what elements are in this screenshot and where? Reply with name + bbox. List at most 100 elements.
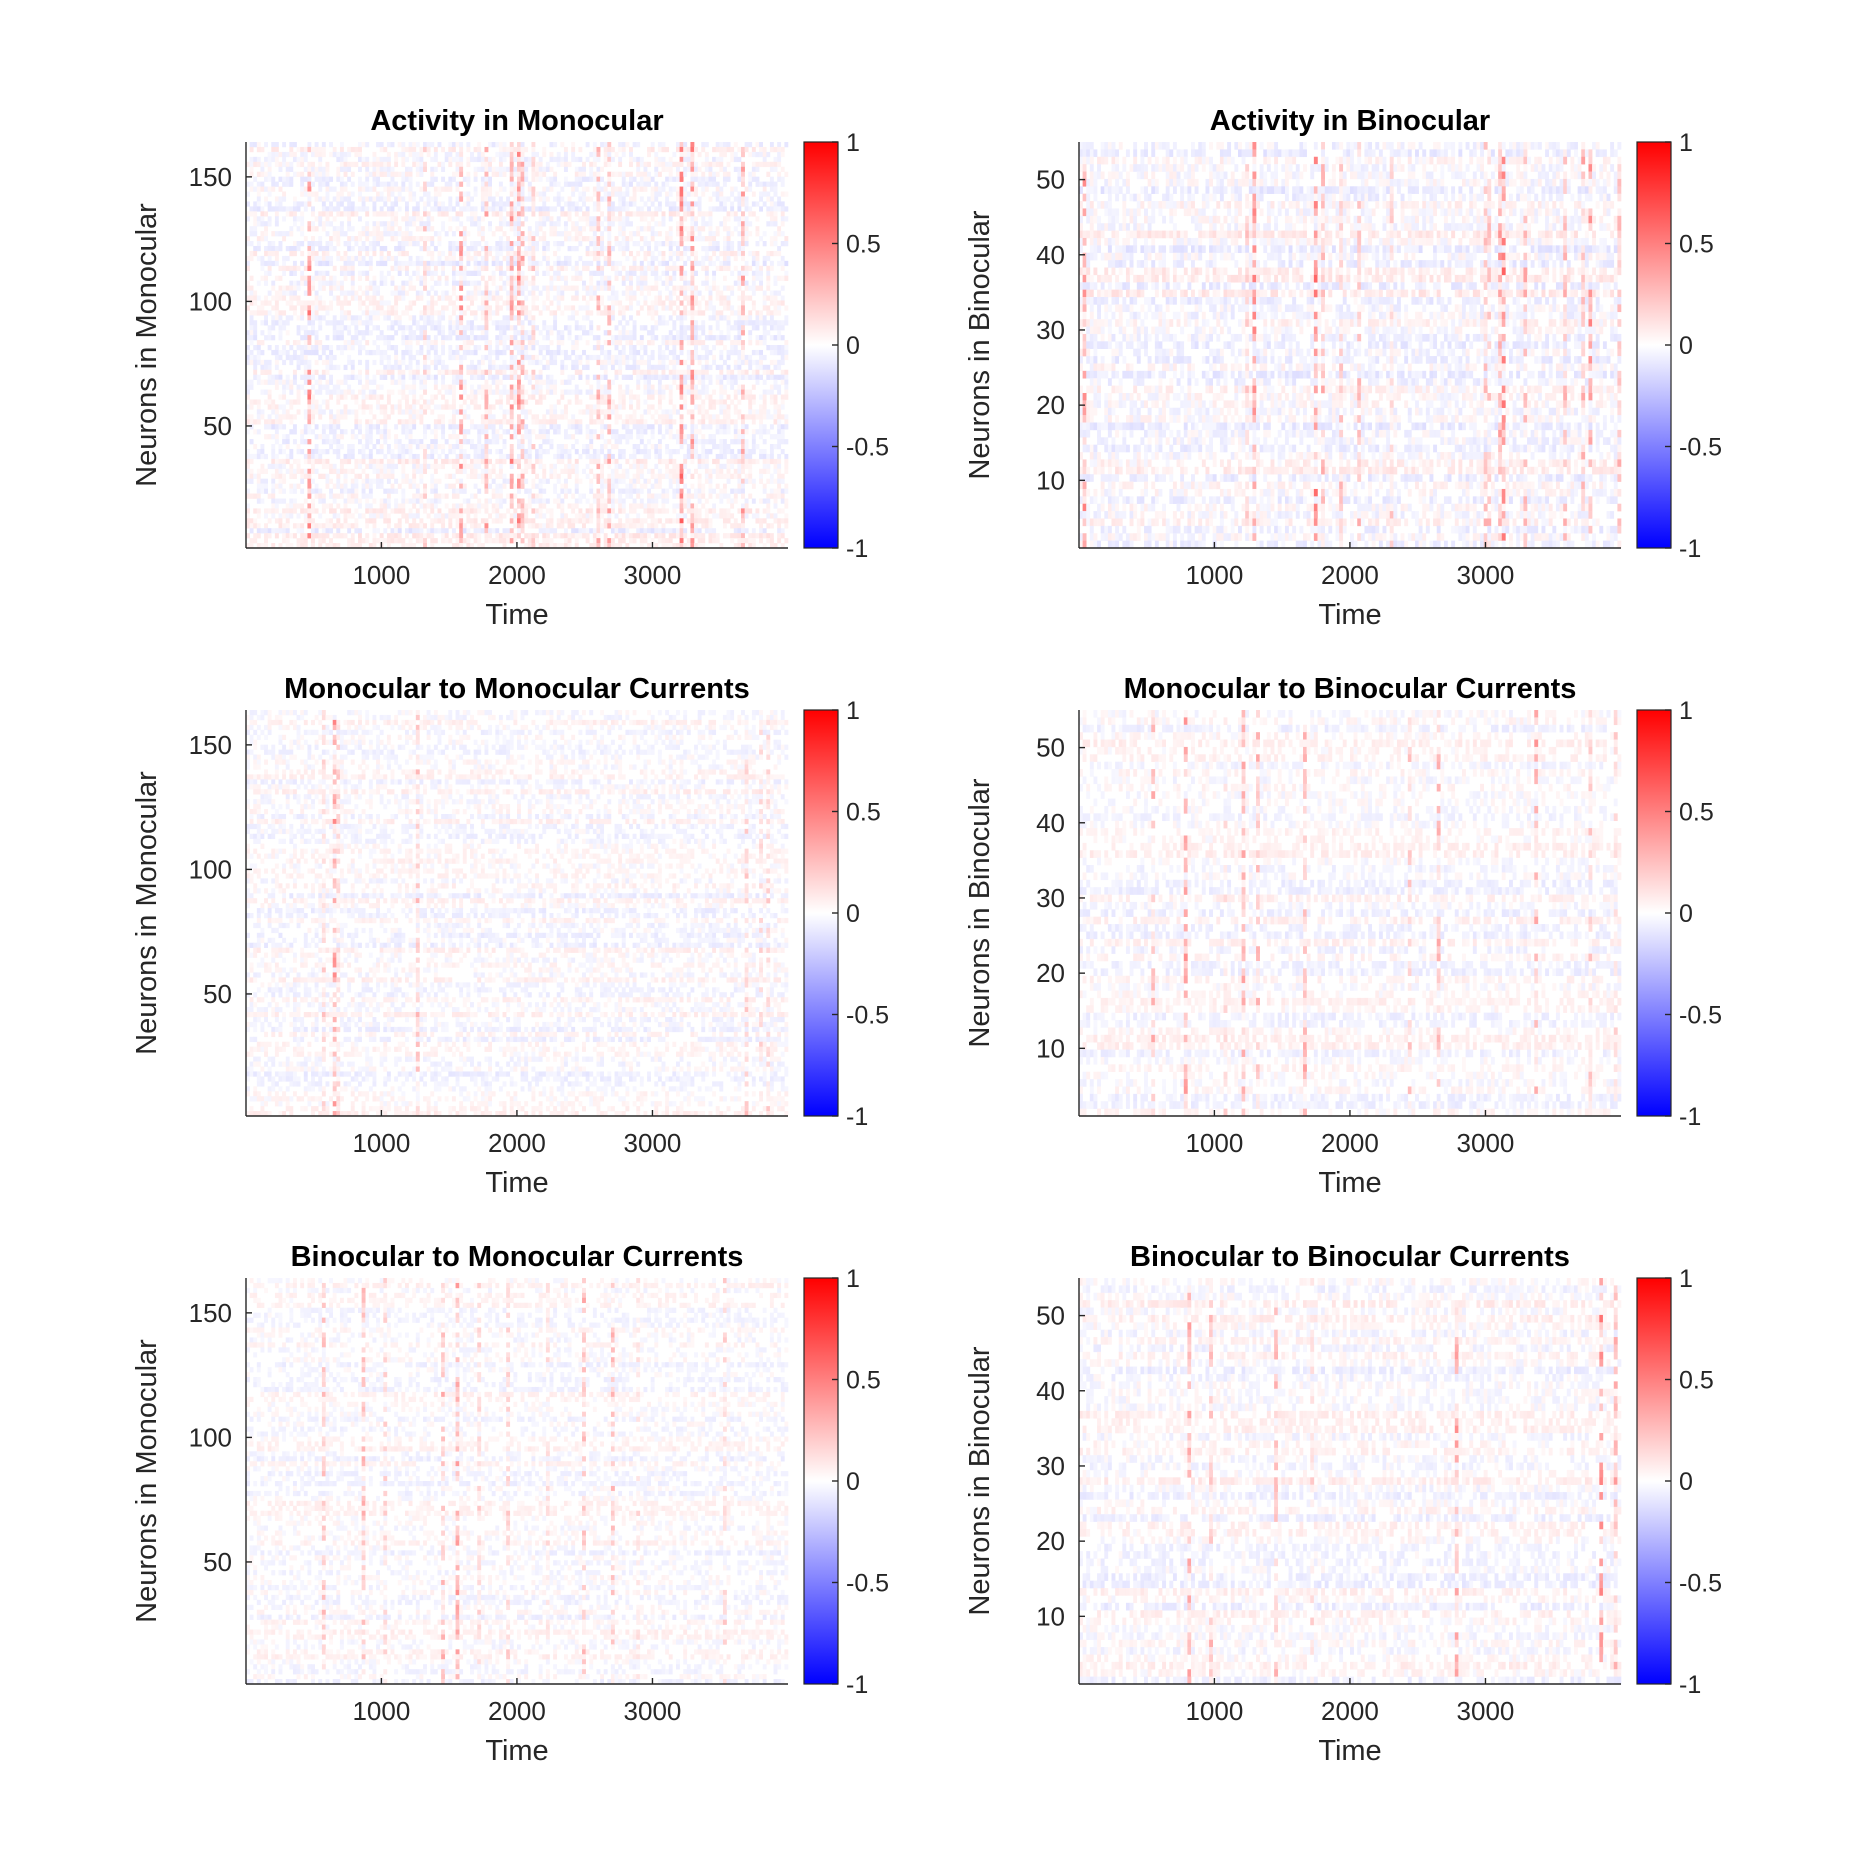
- heatmap-cell: [307, 255, 312, 262]
- heatmap-cell: [574, 265, 579, 272]
- heatmap-cell: [332, 275, 337, 281]
- heatmap-cell: [332, 231, 337, 237]
- heatmap-cell: [520, 206, 525, 212]
- heatmap-cell: [325, 354, 330, 361]
- heatmap-cell: [719, 384, 724, 390]
- heatmap-cell: [321, 369, 326, 376]
- heatmap-cell: [455, 211, 460, 217]
- heatmap-cell: [567, 260, 572, 267]
- heatmap-cell: [748, 142, 753, 148]
- heatmap-cell: [675, 250, 680, 257]
- heatmap-cell: [650, 265, 655, 272]
- heatmap-cell: [621, 181, 626, 187]
- heatmap-cell: [650, 389, 655, 395]
- heatmap-cell: [773, 181, 778, 187]
- heatmap-cell: [686, 211, 691, 217]
- heatmap-cell: [571, 201, 576, 207]
- heatmap-cell: [401, 176, 406, 182]
- heatmap-cell: [726, 260, 731, 267]
- heatmap-cell: [517, 290, 521, 296]
- heatmap-cell: [300, 191, 305, 197]
- heatmap-cell: [336, 364, 341, 371]
- heatmap-cell: [321, 166, 326, 173]
- heatmap-cell: [401, 330, 406, 336]
- heatmap-cell: [455, 295, 460, 301]
- heatmap-cell: [545, 285, 550, 291]
- heatmap-cell: [329, 280, 334, 286]
- heatmap-cell: [466, 320, 471, 326]
- heatmap-cell: [249, 419, 254, 425]
- heatmap-cell: [574, 369, 579, 376]
- heatmap-cell: [563, 255, 568, 262]
- heatmap-cell: [365, 142, 370, 148]
- heatmap-cell: [527, 241, 532, 247]
- heatmap-cell: [607, 295, 612, 301]
- heatmap-cell: [708, 330, 713, 336]
- heatmap-cell: [509, 359, 514, 366]
- heatmap-cell: [401, 290, 406, 296]
- heatmap-cell: [394, 245, 399, 252]
- heatmap-cell: [470, 270, 474, 276]
- heatmap-cell: [610, 354, 615, 361]
- heatmap-cell: [285, 409, 290, 415]
- heatmap-cell: [423, 310, 427, 316]
- heatmap-cell: [455, 315, 460, 321]
- heatmap-cell: [401, 142, 406, 148]
- heatmap-cell: [520, 364, 525, 371]
- heatmap-cell: [419, 374, 424, 380]
- heatmap-cell: [444, 231, 449, 237]
- heatmap-cell: [571, 236, 576, 242]
- heatmap-cell: [639, 369, 644, 376]
- heatmap-cell: [520, 270, 525, 276]
- heatmap-cell: [679, 206, 684, 212]
- heatmap-cell: [755, 359, 760, 366]
- heatmap-cell: [596, 270, 601, 276]
- heatmap-cell: [625, 305, 630, 311]
- heatmap-cell: [741, 216, 745, 222]
- heatmap-cell: [484, 330, 489, 336]
- heatmap-cell: [256, 196, 261, 202]
- heatmap-cell: [571, 295, 576, 301]
- heatmap-cell: [524, 369, 529, 376]
- heatmap-cell: [285, 330, 290, 336]
- heatmap-cell: [300, 310, 305, 316]
- heatmap-cell: [722, 146, 727, 153]
- heatmap-cell: [264, 156, 268, 163]
- heatmap-cell: [498, 236, 503, 242]
- heatmap-cell: [459, 325, 464, 331]
- heatmap-cell: [773, 221, 778, 227]
- heatmap-cell: [697, 389, 702, 395]
- heatmap-cell: [632, 409, 637, 415]
- heatmap-cell: [574, 270, 579, 276]
- heatmap-cell: [451, 250, 456, 257]
- heatmap-cell: [307, 399, 312, 405]
- heatmap-cell: [246, 265, 250, 272]
- heatmap-cell: [517, 201, 521, 207]
- heatmap-cell: [256, 245, 261, 252]
- heatmap-cell: [426, 181, 431, 187]
- heatmap-cell: [491, 206, 496, 212]
- heatmap-cell: [535, 305, 539, 311]
- heatmap-cell: [545, 241, 550, 247]
- heatmap-cell: [271, 409, 276, 415]
- heatmap-cell: [683, 404, 688, 410]
- heatmap-cell: [708, 196, 713, 202]
- heatmap-cell: [466, 369, 471, 376]
- heatmap-cell: [567, 305, 572, 311]
- heatmap-cell: [737, 280, 742, 286]
- heatmap-cell: [675, 374, 680, 380]
- heatmap-cell: [563, 151, 568, 158]
- heatmap-cell: [448, 260, 453, 267]
- heatmap-cell: [282, 206, 287, 212]
- heatmap-cell: [329, 414, 334, 420]
- heatmap-cell: [448, 156, 453, 163]
- heatmap-cell: [433, 419, 438, 425]
- heatmap-cell: [253, 325, 258, 331]
- heatmap-cell: [379, 196, 384, 202]
- heatmap-cell: [773, 275, 778, 281]
- heatmap-cell: [600, 295, 605, 301]
- heatmap-cell: [574, 340, 579, 346]
- heatmap-cell: [339, 255, 344, 262]
- heatmap-cell: [437, 325, 442, 331]
- heatmap-cell: [524, 295, 529, 301]
